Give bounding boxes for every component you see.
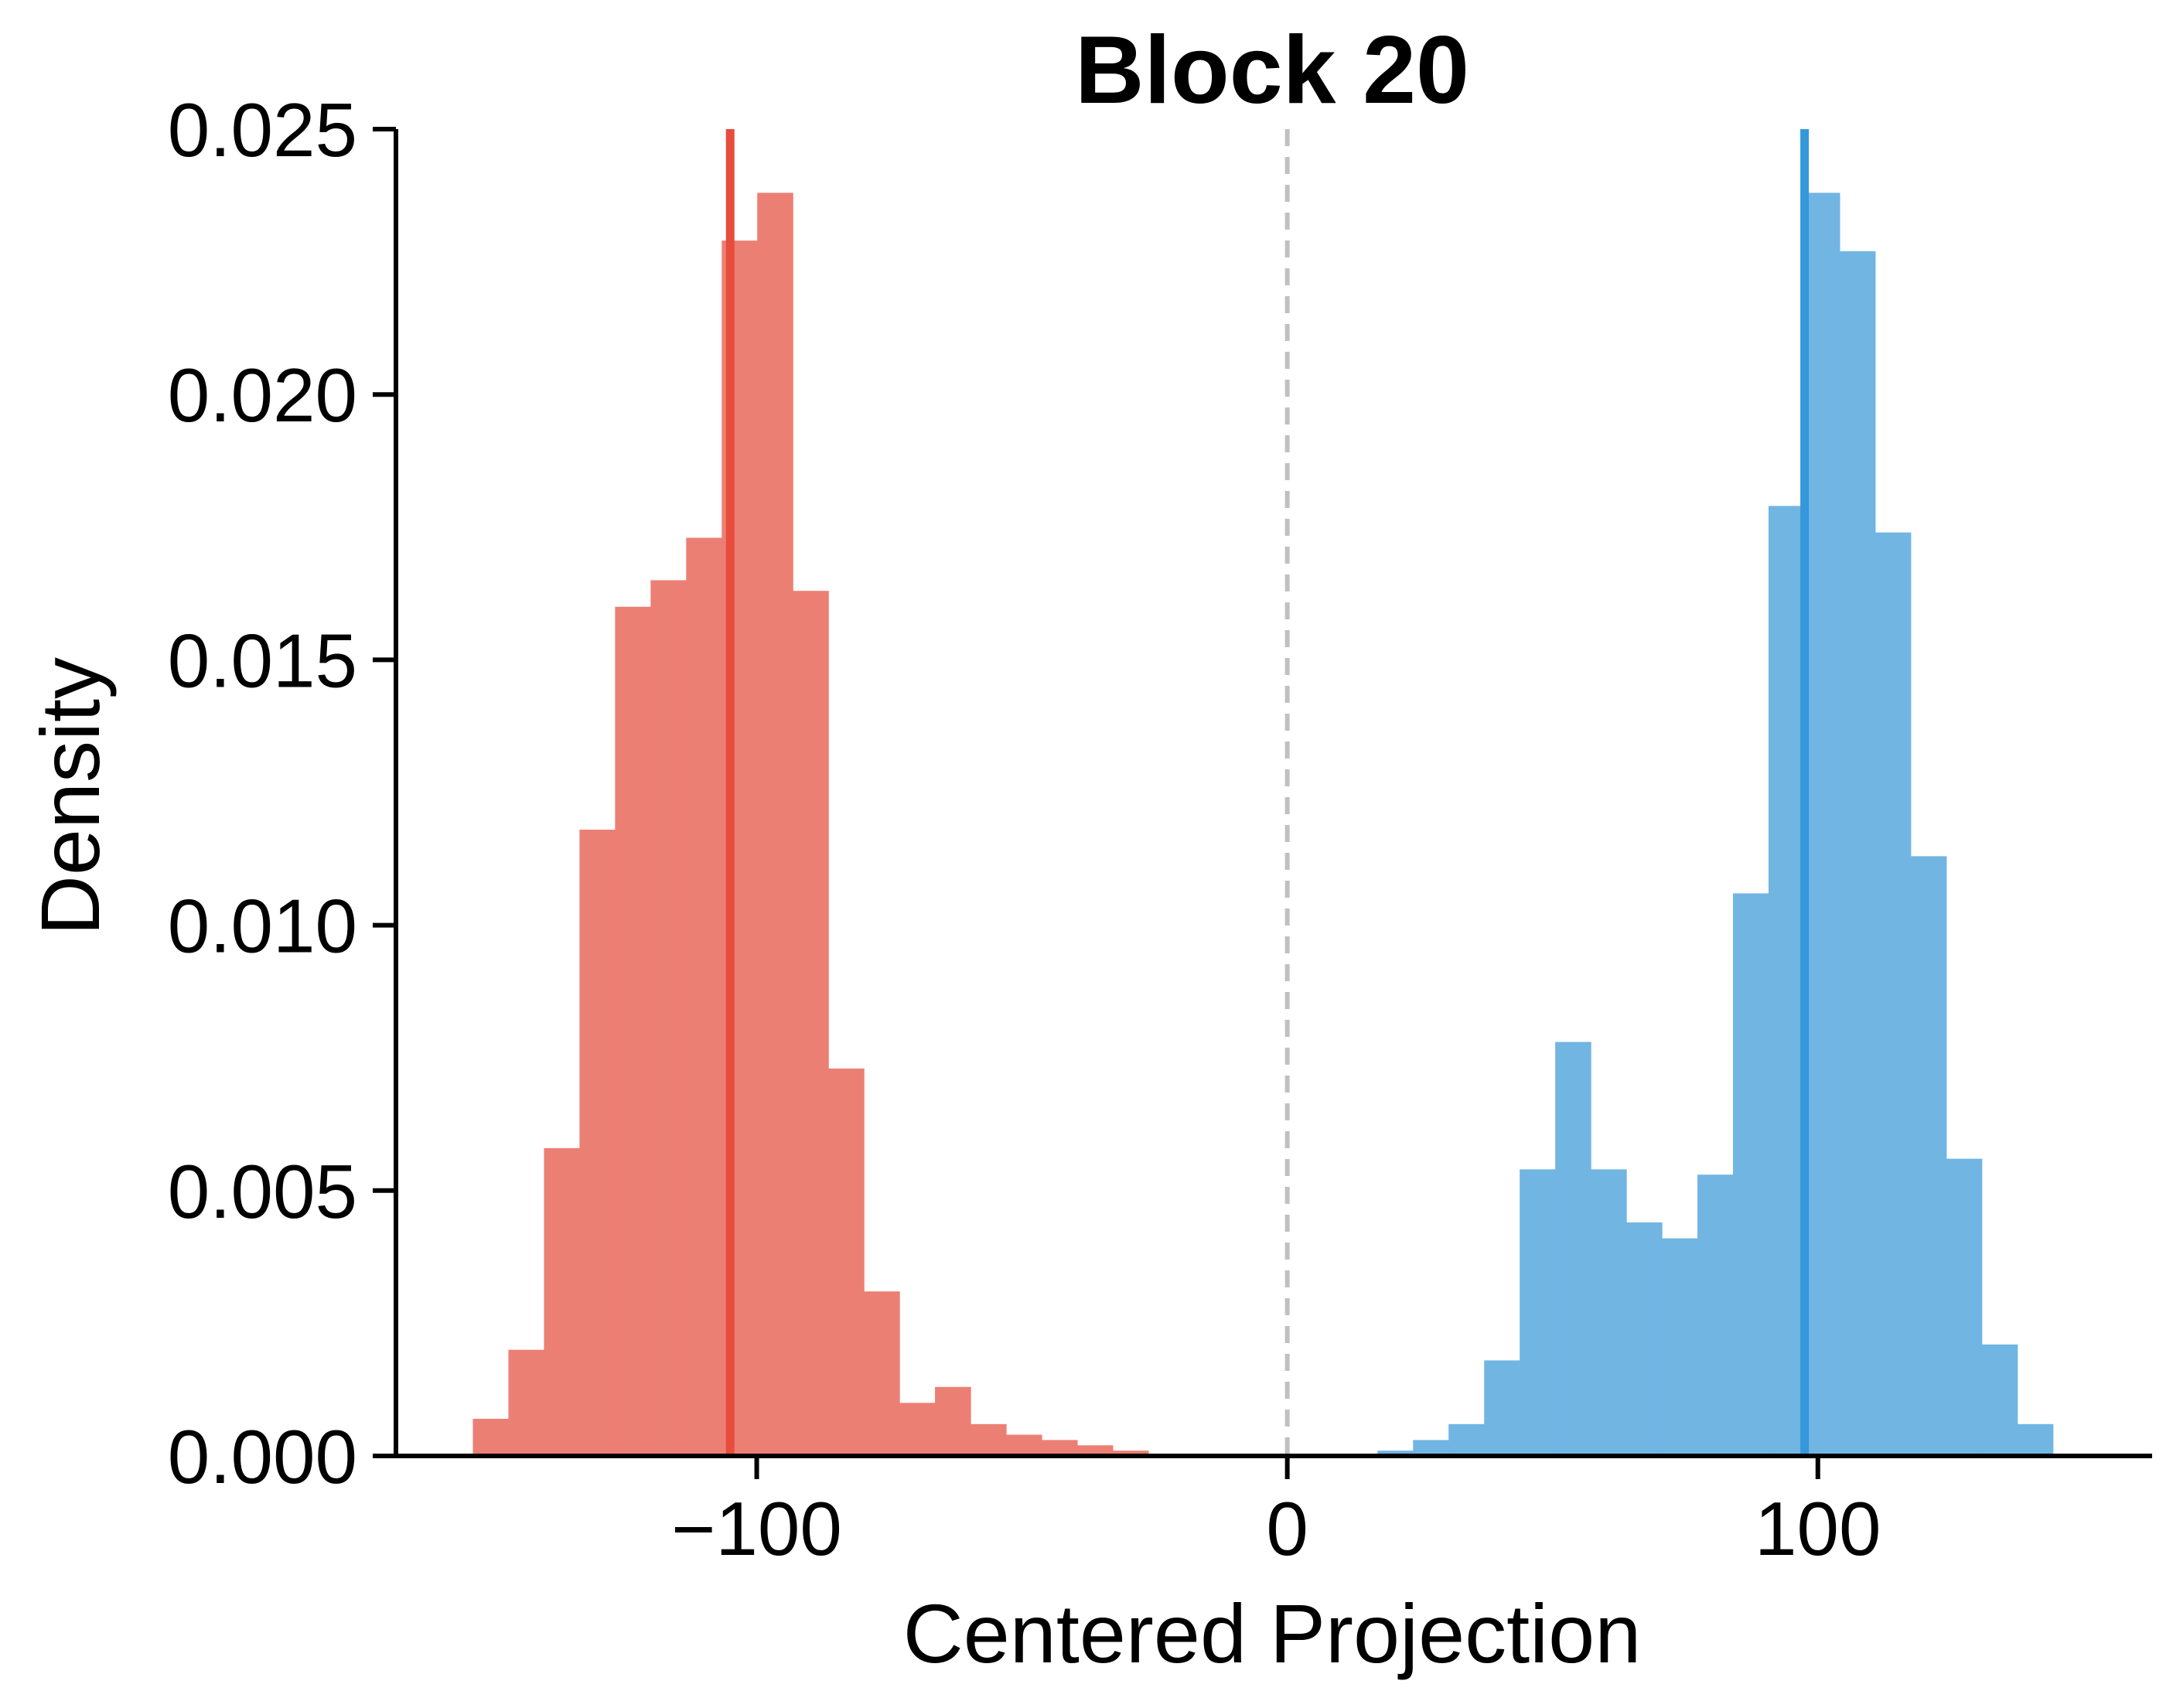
histogram-bar-series-1 — [864, 1291, 900, 1456]
histogram-bar-series-2 — [1803, 193, 1840, 1456]
histogram-bar-series-1 — [508, 1349, 545, 1456]
y-tick-label: 0.010 — [168, 884, 357, 969]
histogram-bar-series-2 — [1448, 1423, 1485, 1456]
histogram-bar-series-1 — [757, 193, 793, 1456]
y-tick-label: 0.005 — [168, 1149, 357, 1234]
y-axis-label: Density — [23, 657, 117, 936]
histogram-bar-series-2 — [1697, 1174, 1734, 1456]
histogram-bar-series-2 — [1413, 1440, 1449, 1456]
y-tick-label: 0.020 — [168, 353, 357, 438]
histogram-bar-series-1 — [1112, 1451, 1149, 1456]
histogram-bar-series-2 — [1662, 1238, 1698, 1456]
x-tick-label: −100 — [671, 1486, 842, 1571]
chart-title: Block 20 — [1075, 17, 1469, 124]
x-tick-label: 100 — [1755, 1486, 1881, 1571]
histogram-bar-series-2 — [1591, 1169, 1627, 1456]
y-tick-label: 0.025 — [168, 87, 357, 172]
histogram-bar-series-1 — [472, 1418, 510, 1456]
histogram-bar-series-2 — [1555, 1042, 1591, 1456]
histogram-bar-series-2 — [1981, 1344, 2018, 1456]
histogram-bar-series-2 — [1768, 506, 1805, 1456]
histogram-bar-series-1 — [1076, 1445, 1114, 1456]
x-tick-label: 0 — [1266, 1486, 1308, 1571]
histogram-bar-series-1 — [1006, 1434, 1042, 1456]
histogram-bar-series-1 — [828, 1068, 865, 1456]
y-tick-label: 0.015 — [168, 618, 357, 703]
y-tick-label: 0.000 — [168, 1414, 357, 1499]
histogram-bar-series-1 — [971, 1423, 1007, 1456]
histogram-bar-series-1 — [899, 1403, 936, 1456]
histogram-bar-series-1 — [793, 591, 829, 1457]
histogram-bar-series-1 — [1041, 1440, 1078, 1456]
histogram-bar-series-2 — [1520, 1169, 1556, 1456]
histogram-bar-series-2 — [1377, 1451, 1414, 1456]
histogram-bar-series-2 — [1484, 1360, 1520, 1456]
axes — [394, 129, 2152, 1458]
histogram-bar-series-1 — [544, 1147, 580, 1456]
histogram-bar-series-2 — [1875, 532, 1912, 1456]
histogram-bar-series-2 — [1732, 893, 1769, 1456]
histogram-bar-series-1 — [935, 1386, 971, 1456]
x-axis-label: Centered Projection — [903, 1587, 1642, 1680]
histogram-bar-series-2 — [2017, 1423, 2054, 1456]
histogram-bars — [472, 193, 2054, 1457]
reference-lines — [725, 129, 1810, 1456]
histogram-bar-series-1 — [686, 537, 722, 1456]
histogram-bar-series-2 — [1910, 856, 1947, 1456]
histogram-bar-series-2 — [1946, 1158, 1983, 1456]
histogram-bar-series-1 — [615, 606, 651, 1456]
histogram-bar-series-1 — [579, 830, 616, 1456]
histogram-bar-series-2 — [1626, 1222, 1663, 1456]
histogram-bar-series-1 — [650, 580, 687, 1457]
histogram-bar-series-2 — [1839, 251, 1876, 1456]
ticks: 0.000 0.005 0.010 0.015 0.020 0.025 −100 0 100 — [168, 87, 1881, 1571]
